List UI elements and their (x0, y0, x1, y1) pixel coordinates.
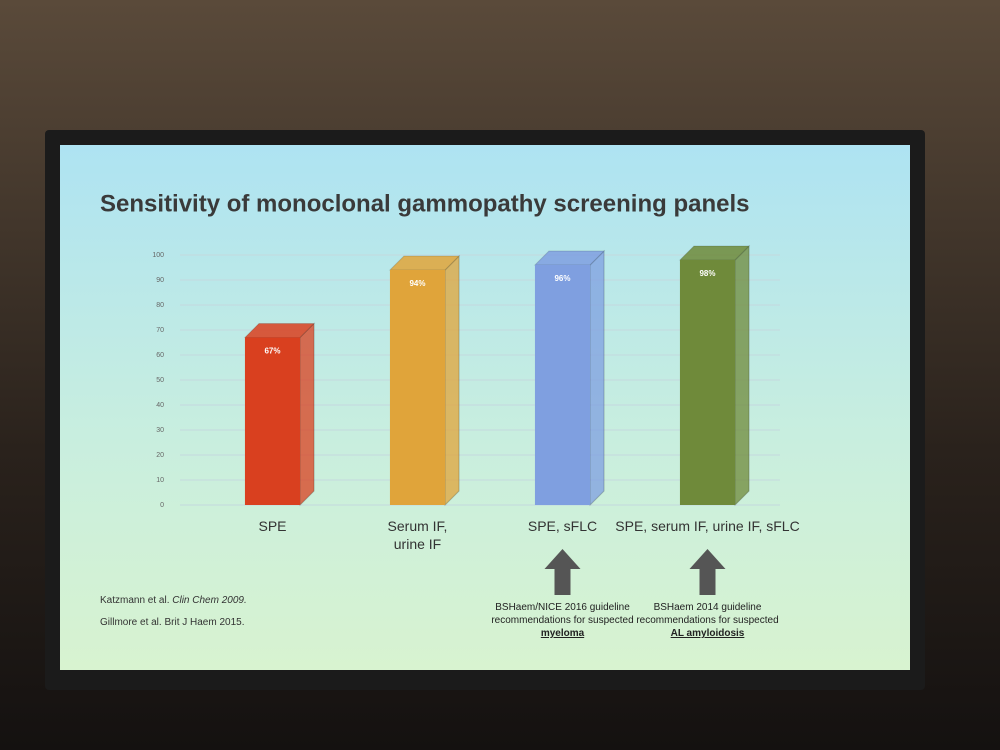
y-tick-label: 90 (156, 277, 164, 284)
bar (679, 260, 736, 505)
y-tick-label: 50 (156, 377, 164, 384)
annotation-emphasis: AL amyloidosis (670, 628, 745, 639)
y-tick-label: 60 (156, 352, 164, 359)
y-tick-label: 0 (160, 502, 164, 509)
annotation: BSHaem/NICE 2016 guideline recommendatio… (488, 601, 638, 640)
x-tick-label: SPE, serum IF, urine IF, sFLC (615, 518, 800, 534)
bar-depth (444, 254, 460, 507)
value-label: 98% (699, 269, 715, 278)
y-tick-label: 30 (156, 427, 164, 434)
bar-depth (299, 322, 315, 507)
value-label: 67% (264, 347, 280, 356)
ref-journal: Clin Chem 2009. (172, 595, 247, 606)
arrow-shaft (699, 567, 716, 595)
ref-journal: Brit J Haem 2015. (164, 617, 245, 628)
y-tick-label: 40 (156, 402, 164, 409)
reference: Katzmann et al. Clin Chem 2009. (100, 590, 247, 612)
bar-depth (734, 244, 750, 507)
bar (244, 337, 301, 505)
references: Katzmann et al. Clin Chem 2009. Gillmore… (100, 590, 247, 634)
y-tick-label: 80 (156, 302, 164, 309)
y-tick-label: 20 (156, 452, 164, 459)
arrow-shaft (554, 567, 571, 595)
x-tick-label: SPE (258, 518, 287, 534)
arrow-head (689, 549, 726, 569)
annotation-emphasis: myeloma (540, 628, 585, 639)
y-tick-label: 10 (156, 477, 164, 484)
chart-title: Sensitivity of monoclonal gammopathy scr… (100, 190, 749, 217)
annotation-text: BSHaem/NICE 2016 guideline recommendatio… (491, 602, 634, 626)
y-tick-label: 100 (152, 252, 164, 259)
arrow-head (544, 549, 581, 569)
chart: Sensitivity of monoclonal gammopathy scr… (100, 190, 780, 595)
reference: Gillmore et al. Brit J Haem 2015. (100, 612, 247, 634)
annotation: BSHaem 2014 guideline recommendations fo… (633, 601, 783, 640)
value-label: 96% (554, 274, 570, 283)
slide: Sensitivity of monoclonal gammopathy scr… (60, 145, 910, 670)
value-label: 94% (409, 279, 425, 288)
x-tick-label: SPE, sFLC (527, 518, 598, 534)
bar-depth (589, 249, 605, 507)
y-tick-label: 70 (156, 327, 164, 334)
bar (534, 265, 591, 505)
annotation-text: BSHaem 2014 guideline recommendations fo… (636, 602, 779, 626)
x-tick-label: Serum IF, urine IF (387, 518, 448, 552)
bar (389, 270, 446, 505)
ref-authors: Gillmore et al. (100, 617, 162, 628)
ref-authors: Katzmann et al. (100, 595, 170, 606)
